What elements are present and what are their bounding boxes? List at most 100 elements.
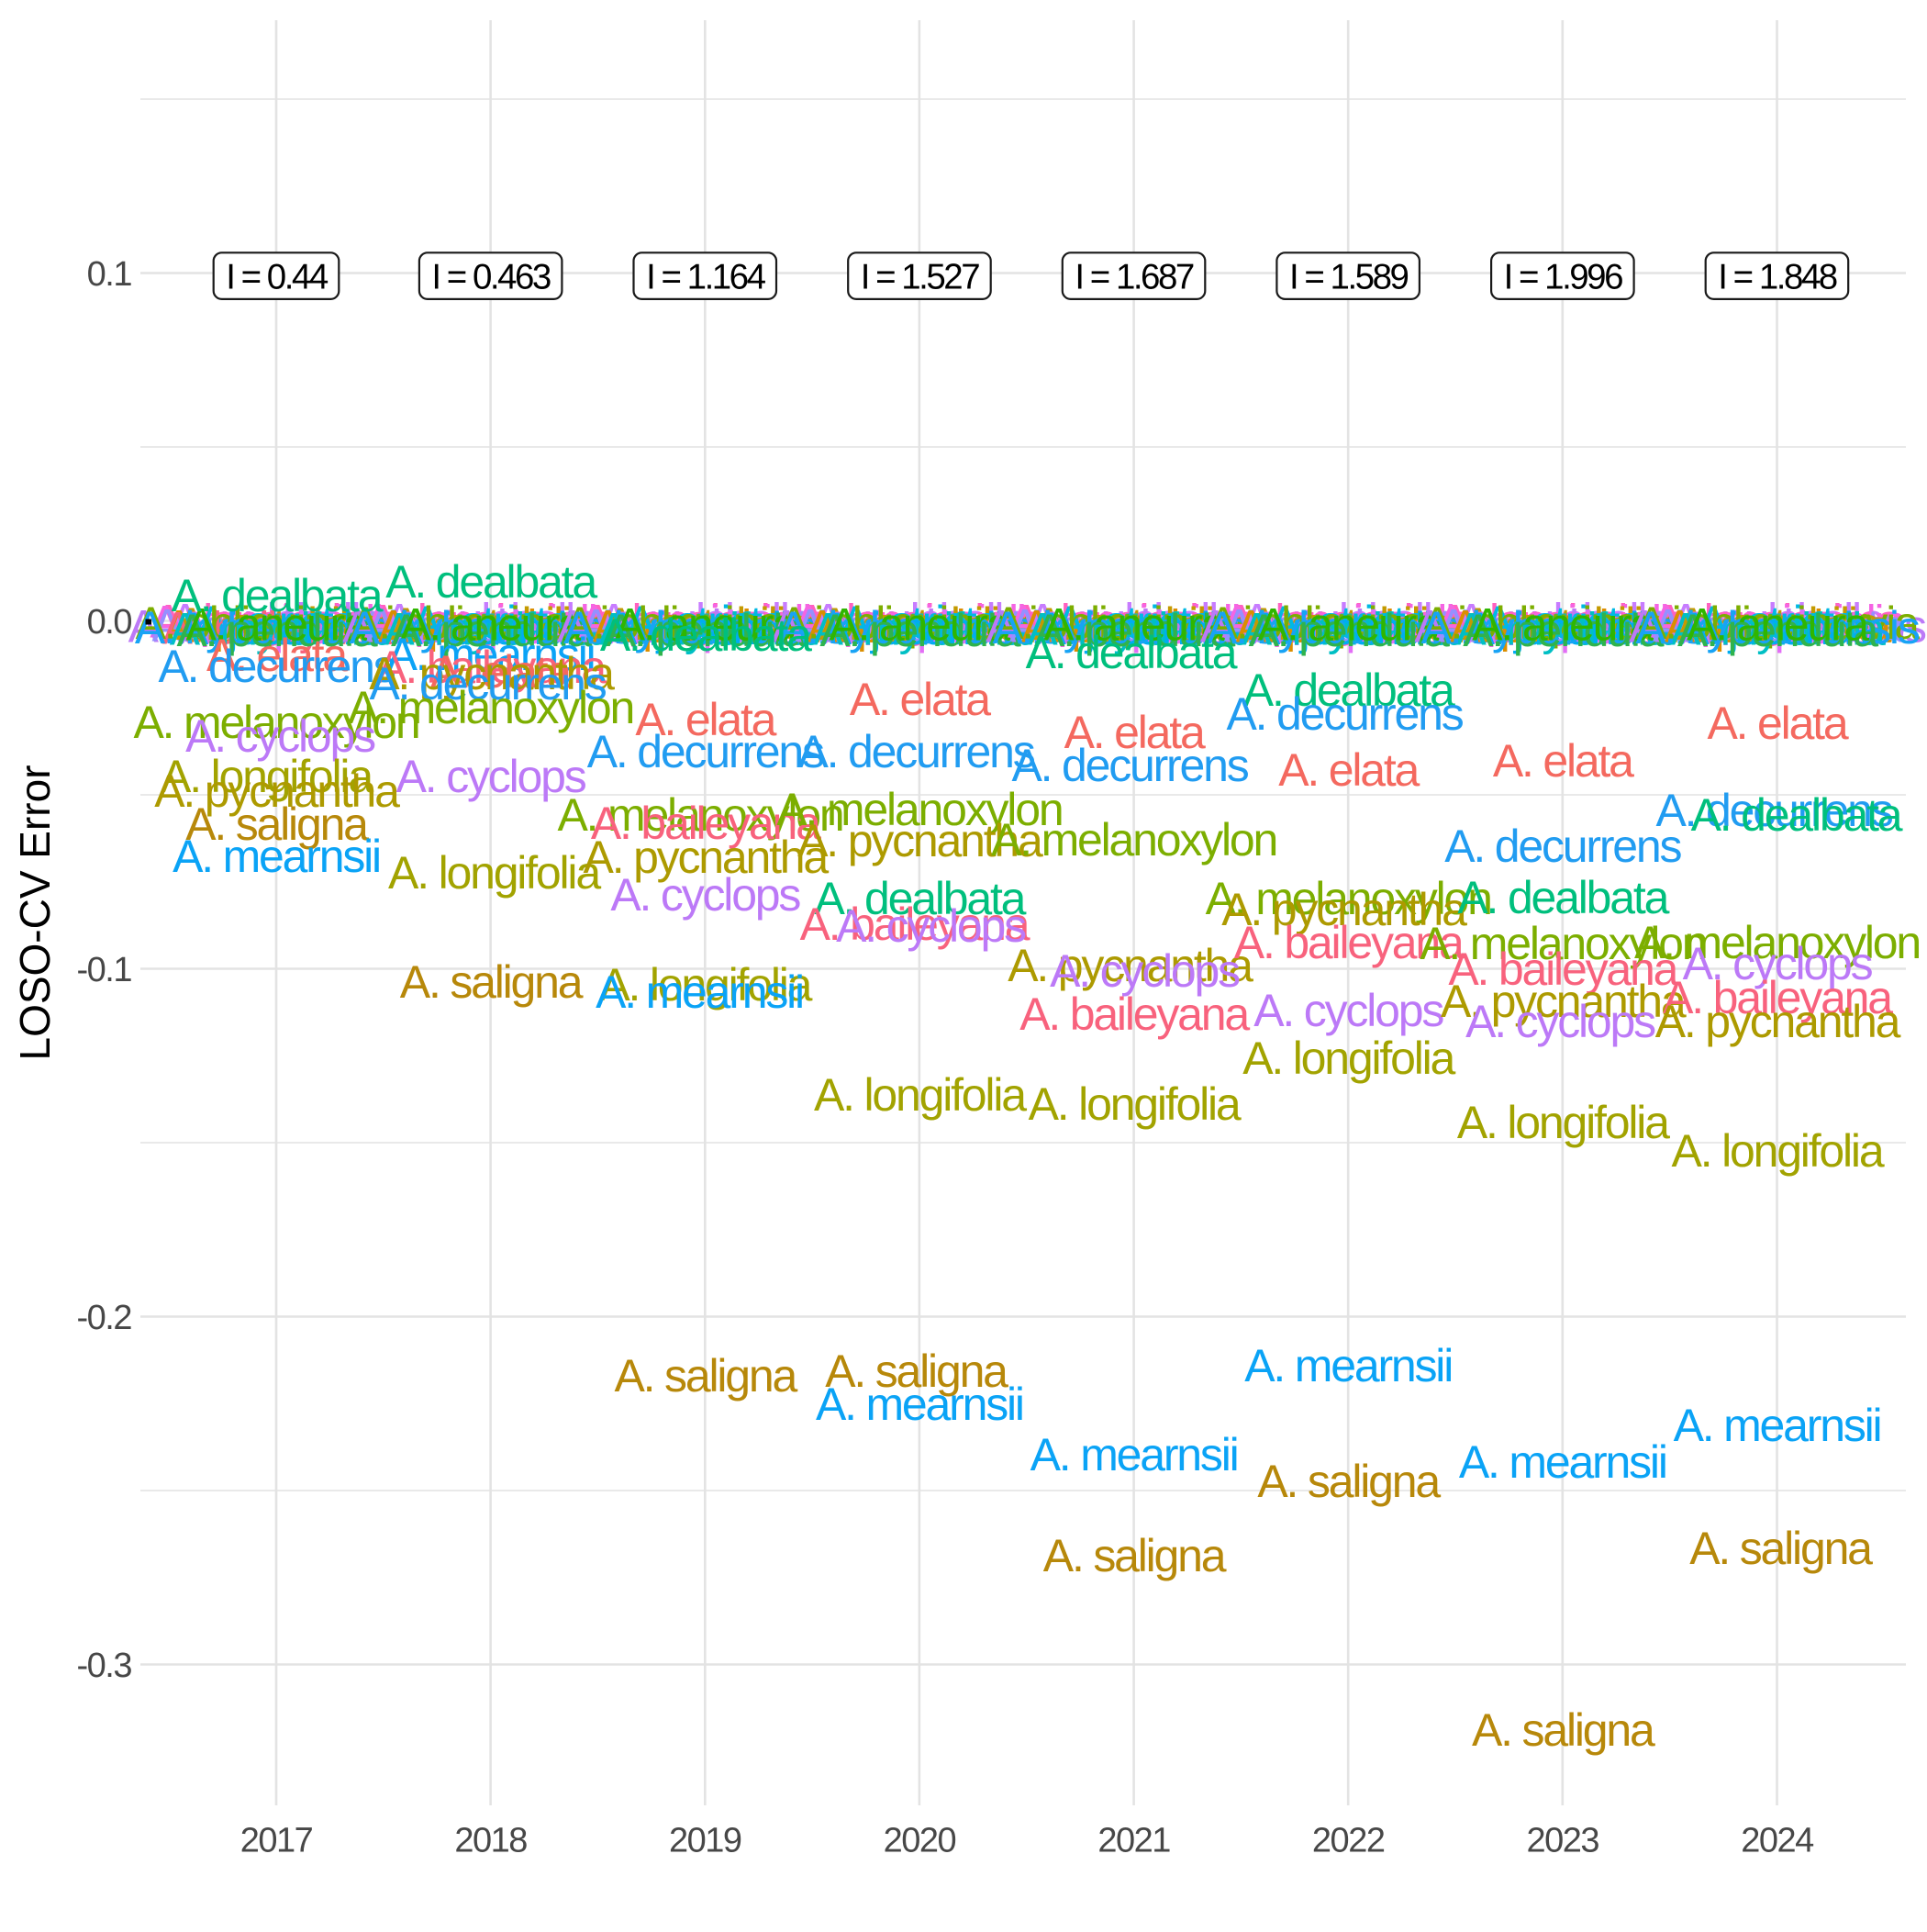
svg-text:A. stricta: A. stricta: [1484, 597, 1644, 648]
svg-text:I = 0.44: I = 0.44: [226, 257, 329, 296]
svg-text:A. provincialis: A. provincialis: [150, 597, 404, 648]
svg-text:A. myrtifolia: A. myrtifolia: [598, 604, 814, 655]
svg-text:A. myrtifolia: A. myrtifolia: [1456, 604, 1672, 655]
svg-text:A. obliquinervia: A. obliquinervia: [564, 597, 848, 649]
svg-text:A. implexa: A. implexa: [1680, 602, 1877, 653]
svg-text:A. obliquinervia: A. obliquinervia: [993, 597, 1276, 649]
svg-text:A. baileyana: A. baileyana: [162, 603, 393, 654]
svg-text:2023: 2023: [1527, 1822, 1599, 1860]
svg-text:0.0: 0.0: [87, 603, 132, 642]
svg-text:2019: 2019: [669, 1822, 741, 1860]
svg-text:A. longissima: A. longissima: [582, 596, 830, 647]
svg-text:A. myrtifolia: A. myrtifolia: [1242, 604, 1457, 655]
svg-text:A. elata: A. elata: [850, 674, 991, 725]
svg-text:A. mucronata: A. mucronata: [366, 600, 617, 652]
svg-text:A. obliquinervia: A. obliquinervia: [779, 597, 1063, 649]
svg-text:A. elata: A. elata: [430, 646, 572, 698]
svg-text:A. jucunda: A. jucunda: [1035, 603, 1234, 654]
svg-text:A. pycnantha: A. pycnantha: [584, 832, 830, 883]
svg-text:A. pulchella: A. pulchella: [598, 595, 813, 646]
svg-text:A. mucronata: A. mucronata: [1224, 600, 1475, 652]
svg-text:A. decurrens: A. decurrens: [797, 726, 1034, 777]
svg-text:A. longissima: A. longissima: [796, 596, 1045, 647]
svg-text:A. saligna: A. saligna: [825, 1346, 1008, 1397]
svg-text:A. decurrens: A. decurrens: [1226, 688, 1463, 740]
svg-text:A. pendula: A. pendula: [1034, 605, 1235, 656]
svg-text:A. myrtifolia: A. myrtifolia: [1670, 604, 1886, 655]
svg-text:A. paradoxa: A. paradoxa: [1235, 601, 1463, 653]
svg-text:A. longissima: A. longissima: [1225, 596, 1474, 647]
svg-text:A. mearnsii: A. mearnsii: [387, 629, 595, 680]
svg-text:A. implexa: A. implexa: [822, 602, 1019, 653]
svg-text:A. saligna: A. saligna: [185, 798, 369, 850]
svg-text:A. pendula: A. pendula: [606, 605, 807, 656]
svg-text:A. aneura: A. aneura: [1687, 599, 1869, 651]
svg-text:A. caerulescens: A. caerulescens: [986, 601, 1283, 653]
svg-text:2021: 2021: [1097, 1822, 1170, 1860]
svg-text:A. pycnantha: A. pycnantha: [154, 765, 400, 817]
svg-text:I = 1.687: I = 1.687: [1075, 257, 1194, 296]
svg-text:A. decurrens: A. decurrens: [587, 726, 824, 777]
svg-text:A. caerulescens: A. caerulescens: [1200, 601, 1498, 653]
svg-text:A. pycnantha: A. pycnantha: [1221, 884, 1467, 935]
svg-text:I = 1.527: I = 1.527: [861, 257, 980, 296]
svg-text:A. cyclops: A. cyclops: [396, 751, 586, 802]
svg-text:A. pulchella: A. pulchella: [1242, 595, 1456, 646]
svg-text:A. cyclops: A. cyclops: [610, 869, 800, 921]
svg-text:A. aneura: A. aneura: [400, 599, 583, 651]
svg-text:A. myrtifolia: A. myrtifolia: [384, 604, 599, 655]
svg-text:A. notabilis: A. notabilis: [391, 598, 592, 650]
svg-text:A. jucunda: A. jucunda: [178, 603, 377, 654]
svg-text:A. pycnantha: A. pycnantha: [1441, 976, 1687, 1027]
svg-text:A. kybeanensis: A. kybeanensis: [1421, 602, 1705, 653]
svg-text:LOSO-CV Error: LOSO-CV Error: [11, 765, 59, 1060]
svg-text:A. caerulescens: A. caerulescens: [1414, 601, 1711, 653]
svg-text:A. saligna: A. saligna: [400, 956, 584, 1008]
svg-text:A. paradoxa: A. paradoxa: [807, 601, 1034, 653]
svg-text:A. longifolia: A. longifolia: [599, 959, 812, 1011]
svg-text:I = 1.996: I = 1.996: [1504, 257, 1623, 296]
svg-text:A. caerulescens: A. caerulescens: [1629, 601, 1926, 653]
svg-text:A. aneura: A. aneura: [185, 599, 368, 651]
svg-text:A. obliquinervia: A. obliquinervia: [350, 597, 633, 649]
svg-text:A. cyclops: A. cyclops: [185, 710, 375, 762]
svg-text:A. pycnantha: A. pycnantha: [369, 648, 615, 699]
svg-text:A. kybeanensis: A. kybeanensis: [135, 602, 418, 653]
svg-text:A. baileyana: A. baileyana: [376, 642, 607, 693]
svg-text:A. saligna: A. saligna: [1043, 1530, 1227, 1581]
svg-text:A. mearnsii: A. mearnsii: [816, 1379, 1023, 1430]
svg-text:A. jucunda: A. jucunda: [1250, 603, 1449, 654]
svg-text:A. notabilis: A. notabilis: [1676, 598, 1877, 650]
svg-text:A. decurrens: A. decurrens: [369, 658, 606, 709]
svg-text:A. longifolia: A. longifolia: [1242, 1033, 1455, 1084]
svg-text:A. saligna: A. saligna: [615, 1350, 798, 1402]
svg-text:A. melanoxylon: A. melanoxylon: [991, 814, 1276, 865]
svg-text:A. decurrens: A. decurrens: [1655, 785, 1892, 836]
svg-text:A. longissima: A. longissima: [1654, 596, 1902, 647]
svg-text:A. provincialis: A. provincialis: [793, 597, 1047, 648]
svg-text:-0.2: -0.2: [77, 1299, 132, 1337]
svg-text:A. paradoxa: A. paradoxa: [378, 601, 606, 653]
svg-text:A. pendula: A. pendula: [176, 605, 377, 656]
svg-text:A. melanoxylon: A. melanoxylon: [1420, 918, 1705, 969]
svg-text:A. melanoxylon: A. melanoxylon: [1206, 873, 1491, 924]
svg-text:A. mucronata: A. mucronata: [1653, 600, 1903, 652]
svg-text:A. dealbata: A. dealbata: [1457, 872, 1669, 923]
svg-text:A. saligna: A. saligna: [1472, 1704, 1655, 1756]
svg-text:A. implexa: A. implexa: [1037, 602, 1233, 653]
svg-text:A. pulchella: A. pulchella: [170, 595, 384, 646]
svg-text:A. jucunda: A. jucunda: [392, 603, 591, 654]
svg-text:A. elata: A. elata: [635, 694, 776, 745]
svg-text:A. implexa: A. implexa: [179, 602, 375, 653]
svg-text:A. saligna: A. saligna: [1257, 1456, 1441, 1507]
svg-text:A. longifolia: A. longifolia: [1029, 1078, 1242, 1130]
svg-text:A. stricta: A. stricta: [197, 597, 358, 648]
svg-text:2022: 2022: [1312, 1822, 1385, 1860]
svg-text:A. mearnsii: A. mearnsii: [1459, 1436, 1666, 1488]
svg-text:A. elata: A. elata: [1708, 698, 1849, 749]
svg-text:I = 1.589: I = 1.589: [1289, 257, 1409, 296]
svg-text:A. pulchella: A. pulchella: [1670, 595, 1885, 646]
svg-text:A. implexa: A. implexa: [394, 602, 590, 653]
svg-text:A. saligna: A. saligna: [1689, 1523, 1873, 1574]
svg-text:A. obliquinervia: A. obliquinervia: [1421, 597, 1705, 649]
